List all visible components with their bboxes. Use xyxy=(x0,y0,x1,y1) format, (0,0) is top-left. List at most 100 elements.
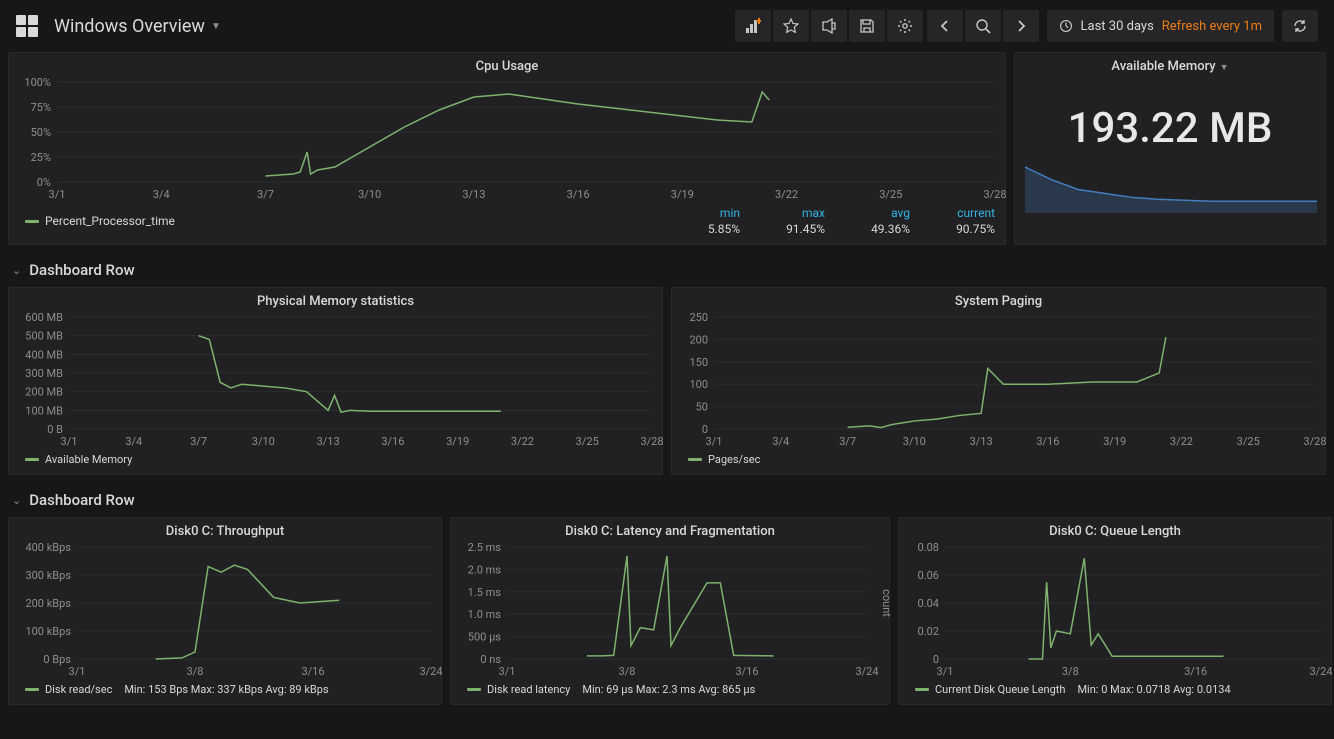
time-back-button[interactable] xyxy=(927,10,963,42)
latency-chart[interactable]: 0 ns500 μs1.0 ms1.5 ms2.0 ms2.5 ms3/13/8… xyxy=(451,541,891,679)
svg-text:3/16: 3/16 xyxy=(567,188,590,201)
paging-chart[interactable]: 0501001502002503/13/43/73/103/133/163/19… xyxy=(672,311,1327,449)
svg-text:300 MB: 300 MB xyxy=(25,367,63,380)
svg-text:3/24: 3/24 xyxy=(1309,665,1332,678)
stat-current: 90.75% xyxy=(940,222,995,236)
legend-color-swatch xyxy=(25,458,39,461)
save-button[interactable] xyxy=(849,10,885,42)
svg-text:3/8: 3/8 xyxy=(187,665,204,678)
legend-color-swatch xyxy=(25,688,39,691)
svg-text:3/4: 3/4 xyxy=(125,435,142,448)
svg-text:3/24: 3/24 xyxy=(855,665,878,678)
refresh-button[interactable] xyxy=(1282,10,1318,42)
zoom-out-button[interactable] xyxy=(965,10,1001,42)
cpu-chart[interactable]: 0%25%50%75%100%3/13/43/73/103/133/163/19… xyxy=(9,76,1007,202)
memory-sparkline xyxy=(1015,163,1327,213)
stat-avg: 49.36% xyxy=(855,222,910,236)
dashboard-title-dropdown[interactable]: Windows Overview ▼ xyxy=(54,16,221,37)
svg-text:3/16: 3/16 xyxy=(381,435,404,448)
time-forward-button[interactable] xyxy=(1003,10,1039,42)
svg-text:3/7: 3/7 xyxy=(190,435,207,448)
panel-title[interactable]: System Paging xyxy=(672,288,1325,311)
row-header[interactable]: ⌄ Dashboard Row xyxy=(8,483,1326,517)
svg-text:300 kBps: 300 kBps xyxy=(25,569,71,582)
star-button[interactable] xyxy=(773,10,809,42)
svg-text:3/1: 3/1 xyxy=(61,435,78,448)
panel-title[interactable]: Cpu Usage xyxy=(9,53,1005,76)
legend-series-name[interactable]: Current Disk Queue Length xyxy=(935,683,1065,696)
dashboard-title: Windows Overview xyxy=(54,16,205,37)
memory-chart[interactable]: 0 B100 MB200 MB300 MB400 MB500 MB600 MB3… xyxy=(9,311,664,449)
svg-text:3/13: 3/13 xyxy=(317,435,340,448)
svg-text:3/4: 3/4 xyxy=(153,188,170,201)
legend-color-swatch xyxy=(25,220,39,223)
throughput-chart[interactable]: 0 Bps100 kBps200 kBps300 kBps400 kBps3/1… xyxy=(9,541,443,679)
legend-series-name[interactable]: Percent_Processor_time xyxy=(45,214,175,228)
stat-header: max xyxy=(770,206,825,220)
svg-text:3/28: 3/28 xyxy=(640,435,663,448)
stat-header: avg xyxy=(855,206,910,220)
svg-text:3/19: 3/19 xyxy=(671,188,694,201)
svg-text:3/16: 3/16 xyxy=(1184,665,1207,678)
dashboard-grid-icon[interactable] xyxy=(16,15,38,37)
svg-text:3/25: 3/25 xyxy=(879,188,902,201)
panel-system-paging: System Paging 0501001502002503/13/43/73/… xyxy=(671,287,1326,475)
svg-text:3/10: 3/10 xyxy=(903,435,926,448)
time-range-picker[interactable]: Last 30 days Refresh every 1m xyxy=(1047,10,1274,42)
legend-series-name[interactable]: Available Memory xyxy=(45,453,132,466)
legend-color-swatch xyxy=(467,688,481,691)
panel-title[interactable]: Available Memory▼ xyxy=(1015,53,1325,76)
caret-down-icon: ▼ xyxy=(211,21,221,32)
svg-text:0 Bps: 0 Bps xyxy=(43,653,71,666)
svg-text:600 MB: 600 MB xyxy=(25,311,63,324)
svg-text:3/1: 3/1 xyxy=(937,665,954,678)
panel-cpu-usage: Cpu Usage 0%25%50%75%100%3/13/43/73/103/… xyxy=(8,52,1006,245)
panel-disk-latency: Disk0 C: Latency and Fragmentation 0 ns5… xyxy=(450,517,890,705)
svg-text:0.02: 0.02 xyxy=(918,625,939,638)
svg-text:2.5 ms: 2.5 ms xyxy=(468,541,502,554)
svg-text:3/24: 3/24 xyxy=(419,665,442,678)
panel-title[interactable]: Physical Memory statistics xyxy=(9,288,662,311)
svg-text:3/10: 3/10 xyxy=(252,435,275,448)
settings-button[interactable] xyxy=(887,10,923,42)
cpu-stats: min5.85% max91.45% avg49.36% current90.7… xyxy=(685,206,995,236)
svg-text:250: 250 xyxy=(689,311,708,324)
svg-text:1.0 ms: 1.0 ms xyxy=(468,608,502,621)
svg-text:0.08: 0.08 xyxy=(918,541,939,554)
paging-legend: Pages/sec xyxy=(672,449,1325,474)
stat-header: min xyxy=(685,206,740,220)
svg-text:3/28: 3/28 xyxy=(1303,435,1326,448)
svg-text:3/25: 3/25 xyxy=(576,435,599,448)
memory-legend: Available Memory xyxy=(9,449,662,474)
svg-text:count: count xyxy=(880,589,891,617)
queue-chart[interactable]: 00.020.040.060.083/13/83/163/24 xyxy=(899,541,1333,679)
panel-available-memory: Available Memory▼ 193.22 MB xyxy=(1014,52,1326,245)
stat-header: current xyxy=(940,206,995,220)
refresh-interval-label: Refresh every 1m xyxy=(1162,19,1262,34)
svg-text:400 MB: 400 MB xyxy=(25,348,63,361)
svg-text:3/22: 3/22 xyxy=(775,188,798,201)
svg-text:3/1: 3/1 xyxy=(499,665,516,678)
svg-text:3/4: 3/4 xyxy=(772,435,789,448)
svg-text:3/22: 3/22 xyxy=(511,435,534,448)
legend-stats: Min: 0 Max: 0.0718 Avg: 0.0134 xyxy=(1077,683,1230,696)
svg-text:500 μs: 500 μs xyxy=(468,631,502,644)
row-header[interactable]: ⌄ Dashboard Row xyxy=(8,253,1326,287)
legend-series-name[interactable]: Disk read latency xyxy=(487,683,570,696)
svg-text:3/8: 3/8 xyxy=(1062,665,1079,678)
panel-title[interactable]: Disk0 C: Latency and Fragmentation xyxy=(451,518,889,541)
clock-icon xyxy=(1059,19,1073,33)
svg-text:3/28: 3/28 xyxy=(983,188,1006,201)
caret-down-icon: ▼ xyxy=(1220,63,1229,73)
svg-text:3/25: 3/25 xyxy=(1237,435,1260,448)
panel-disk-queue: Disk0 C: Queue Length 00.020.040.060.083… xyxy=(898,517,1332,705)
add-panel-button[interactable] xyxy=(735,10,771,42)
legend-series-name[interactable]: Disk read/sec xyxy=(45,683,112,696)
share-button[interactable] xyxy=(811,10,847,42)
svg-text:3/8: 3/8 xyxy=(619,665,636,678)
panel-title[interactable]: Disk0 C: Queue Length xyxy=(899,518,1331,541)
svg-text:2.0 ms: 2.0 ms xyxy=(468,563,502,576)
panel-title[interactable]: Disk0 C: Throughput xyxy=(9,518,441,541)
legend-series-name[interactable]: Pages/sec xyxy=(708,453,760,466)
row-title: Dashboard Row xyxy=(29,491,134,509)
